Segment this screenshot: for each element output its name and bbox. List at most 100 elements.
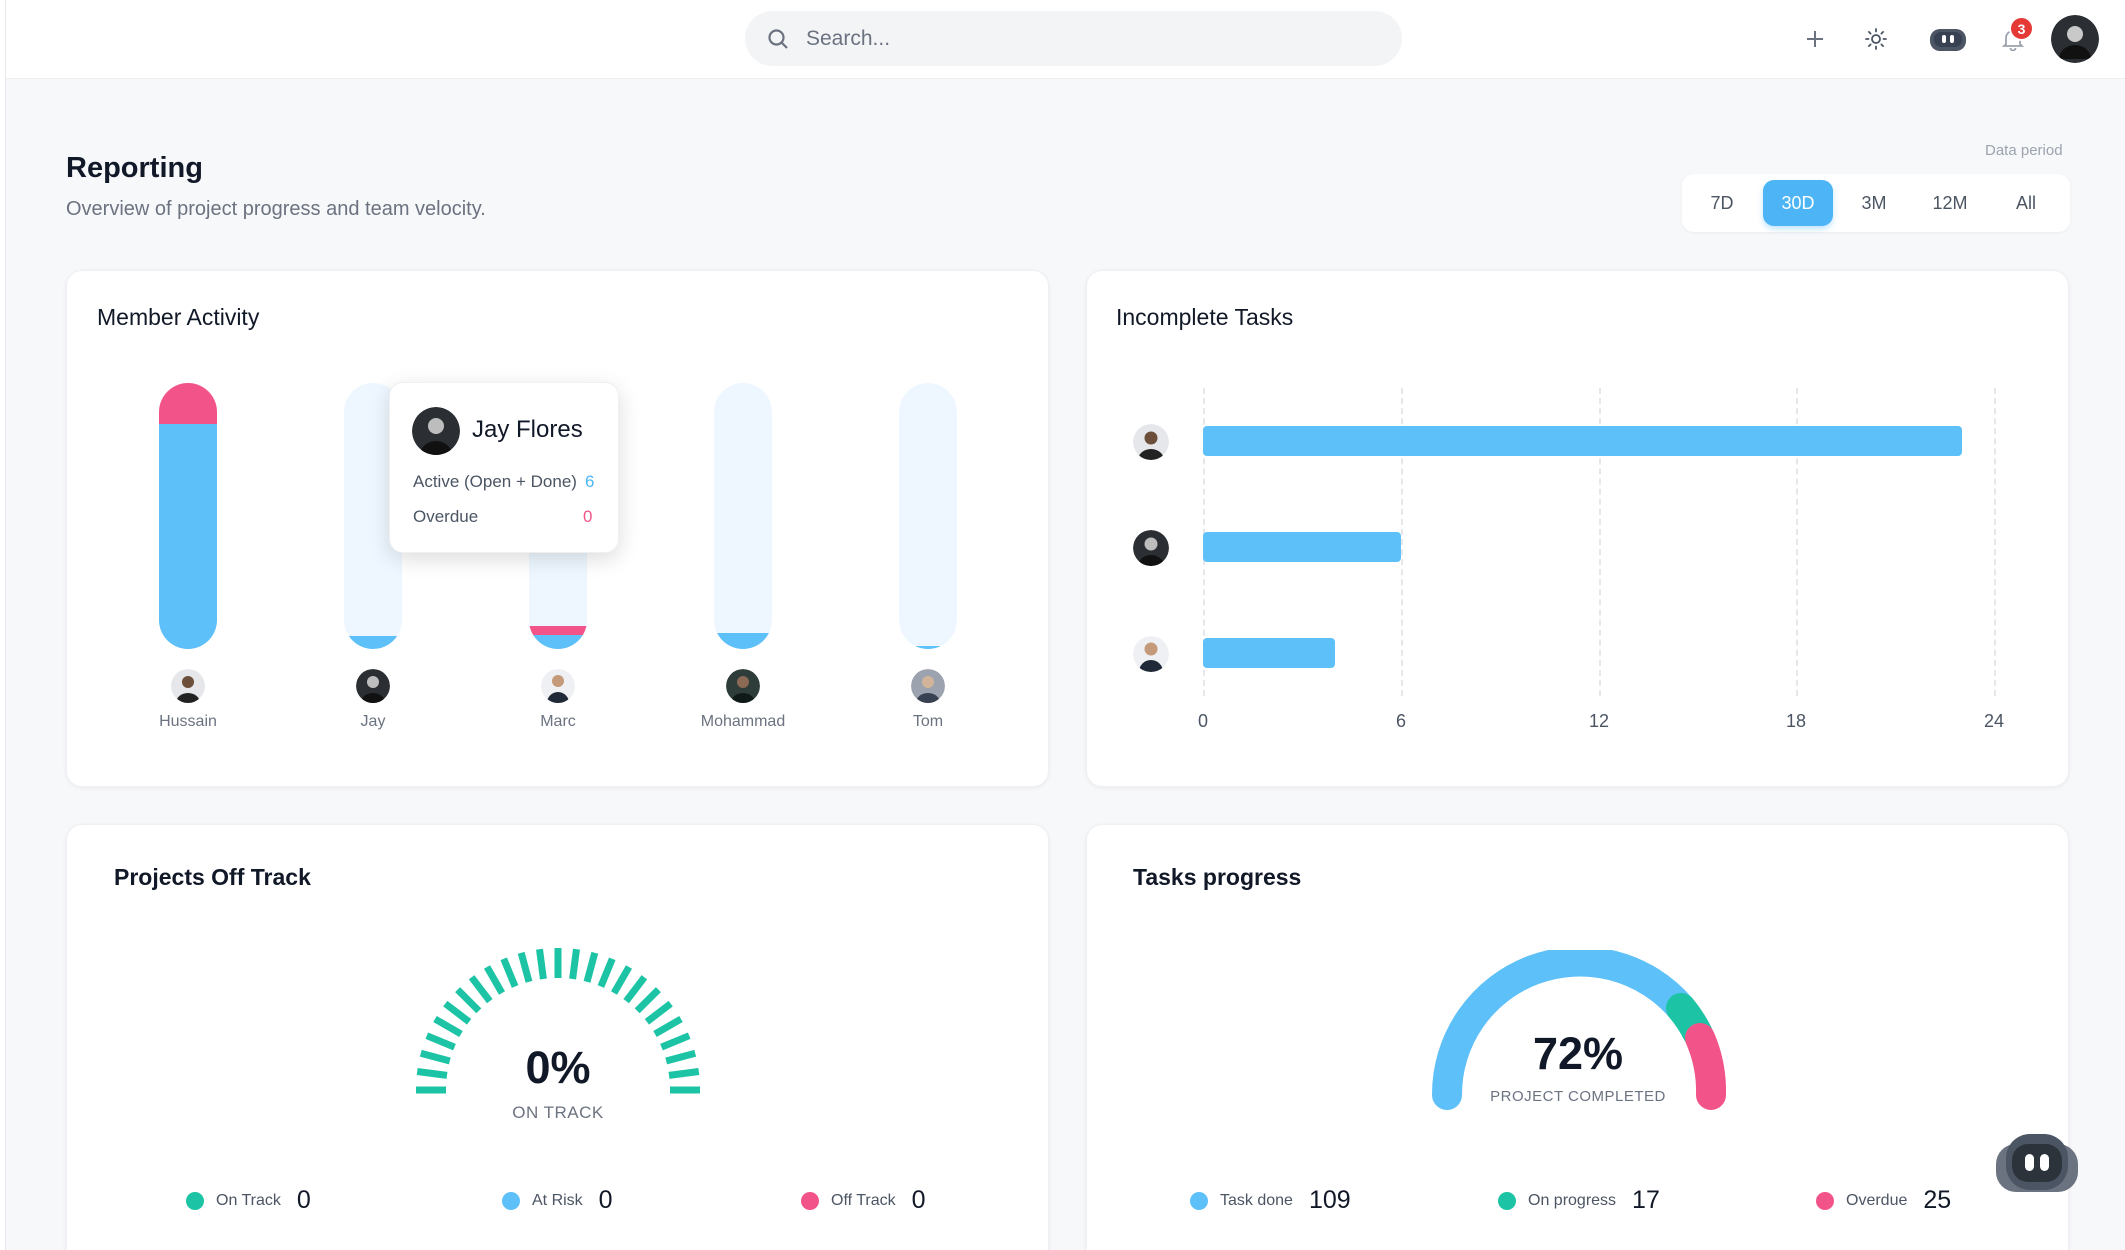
tooltip-avatar bbox=[412, 407, 460, 455]
active-segment bbox=[159, 424, 217, 649]
x-tick: 24 bbox=[1983, 711, 2005, 731]
tasks-progress-value: 72% bbox=[1532, 1028, 1624, 1079]
gauge-tick bbox=[665, 1049, 697, 1065]
legend-at-risk: At Risk 0 bbox=[502, 1186, 613, 1215]
gridline bbox=[1599, 388, 1601, 696]
assistant-robot-icon[interactable] bbox=[1992, 1128, 2082, 1198]
legend-value: 0 bbox=[911, 1186, 926, 1214]
member-bar-tom[interactable] bbox=[899, 383, 957, 649]
search-input[interactable] bbox=[806, 26, 1366, 51]
legend-label: At Risk bbox=[532, 1191, 583, 1209]
plus-icon[interactable] bbox=[1796, 20, 1834, 58]
incomplete-tasks-card bbox=[1086, 270, 2069, 787]
search-icon bbox=[768, 28, 788, 49]
active-segment bbox=[529, 635, 587, 649]
legend-value: 109 bbox=[1308, 1186, 1351, 1214]
search-box[interactable] bbox=[745, 11, 1402, 66]
member-name-hussain: Hussain bbox=[159, 713, 217, 730]
legend-label: Task done bbox=[1220, 1191, 1293, 1209]
legend-dot bbox=[801, 1191, 819, 1210]
tooltip-overdue-value: 0 bbox=[583, 507, 593, 526]
period-7d-button[interactable]: 7D bbox=[1710, 192, 1734, 213]
x-tick: 0 bbox=[1197, 711, 1208, 731]
legend-label: Off Track bbox=[831, 1191, 896, 1209]
avatar-mohammad bbox=[726, 669, 760, 703]
avatar-hussain bbox=[171, 669, 205, 703]
legend-task-done: Task done 109 bbox=[1190, 1186, 1351, 1215]
legend-dot bbox=[186, 1191, 204, 1210]
active-segment bbox=[344, 636, 402, 649]
avatar-marc bbox=[541, 669, 575, 703]
legend-value: 17 bbox=[1632, 1186, 1660, 1214]
task-bar-2[interactable] bbox=[1203, 532, 1401, 562]
legend-label: On Track bbox=[216, 1191, 281, 1209]
tasks-progress-title: Tasks progress bbox=[1133, 864, 1302, 890]
period-3m-button[interactable]: 3M bbox=[1861, 192, 1887, 213]
gauge-tick bbox=[416, 1068, 448, 1079]
gauge-tick bbox=[419, 1049, 451, 1065]
task-bar-1[interactable] bbox=[1203, 426, 1962, 456]
legend-dot bbox=[1190, 1191, 1208, 1210]
incomplete-tasks-title: Incomplete Tasks bbox=[1116, 304, 1294, 330]
period-12m-button[interactable]: 12M bbox=[1932, 192, 1968, 213]
gauge-tick bbox=[668, 1068, 700, 1079]
legend-overdue: Overdue 25 bbox=[1816, 1186, 1951, 1215]
left-edge bbox=[0, 0, 6, 1250]
projects-off-track-card bbox=[66, 824, 1049, 1250]
tooltip-name: Jay Flores bbox=[472, 416, 583, 443]
x-tick: 6 bbox=[1395, 711, 1406, 731]
sun-icon[interactable] bbox=[1857, 20, 1895, 58]
page-subtitle: Overview of project progress and team ve… bbox=[66, 198, 486, 220]
tasks-progress-gauge bbox=[1431, 950, 1727, 1110]
period-30d-button[interactable]: 30D bbox=[1763, 180, 1833, 226]
legend-on-track: On Track 0 bbox=[186, 1186, 311, 1215]
member-bar-hussain[interactable] bbox=[159, 383, 217, 649]
gauge-tick bbox=[597, 957, 616, 988]
task-avatar-2 bbox=[1133, 530, 1169, 566]
legend-off-track: Off Track 0 bbox=[801, 1186, 926, 1215]
notification-badge: 3 bbox=[2009, 16, 2034, 41]
gridline bbox=[1796, 388, 1798, 696]
gauge-tick bbox=[583, 951, 599, 983]
gauge-tick bbox=[653, 1015, 683, 1038]
legend-value: 0 bbox=[598, 1186, 613, 1214]
gauge-tick bbox=[425, 1032, 456, 1051]
avatar-tom bbox=[911, 669, 945, 703]
member-activity-title: Member Activity bbox=[97, 304, 260, 330]
active-segment bbox=[714, 633, 772, 649]
period-all-button[interactable]: All bbox=[2015, 192, 2036, 213]
gauge-tick bbox=[660, 1032, 691, 1051]
data-period-label: Data period bbox=[1985, 142, 2063, 159]
task-avatar-3 bbox=[1133, 636, 1169, 672]
gauge-tick bbox=[433, 1015, 463, 1038]
robot-icon[interactable] bbox=[1926, 20, 1970, 58]
tasks-progress-caption: PROJECT COMPLETED bbox=[1490, 1088, 1666, 1105]
member-tooltip: Jay Flores Active (Open + Done) 6 Overdu… bbox=[389, 382, 619, 553]
projects-off-track-title: Projects Off Track bbox=[114, 864, 311, 890]
gauge-tick bbox=[483, 965, 506, 995]
gridline bbox=[1401, 388, 1403, 696]
user-avatar[interactable] bbox=[2051, 15, 2099, 63]
gauge-tick bbox=[610, 965, 633, 995]
active-segment bbox=[899, 646, 957, 649]
tooltip-active-label: Active (Open + Done) bbox=[413, 472, 577, 491]
on-track-value: 0% bbox=[525, 1042, 591, 1093]
legend-label: Overdue bbox=[1846, 1191, 1908, 1209]
member-name-mohammad: Mohammad bbox=[700, 713, 786, 730]
gauge-tick bbox=[634, 987, 661, 1014]
gauge-tick bbox=[455, 987, 482, 1014]
page-title: Reporting bbox=[66, 152, 203, 184]
gridline bbox=[1994, 388, 1996, 696]
gauge-tick bbox=[644, 1000, 673, 1025]
x-tick: 18 bbox=[1785, 711, 1807, 731]
on-track-gauge bbox=[416, 948, 700, 1094]
gauge-tick bbox=[517, 951, 533, 983]
member-bar-mohammad[interactable] bbox=[714, 383, 772, 649]
overdue-segment bbox=[159, 383, 217, 424]
legend-label: On progress bbox=[1528, 1191, 1617, 1209]
gauge-tick bbox=[536, 948, 547, 980]
member-name-jay: Jay bbox=[360, 713, 386, 730]
task-avatar-1 bbox=[1133, 424, 1169, 460]
task-bar-3[interactable] bbox=[1203, 638, 1335, 668]
period-selector: 7D 30D 3M 12M All bbox=[1682, 174, 2070, 232]
